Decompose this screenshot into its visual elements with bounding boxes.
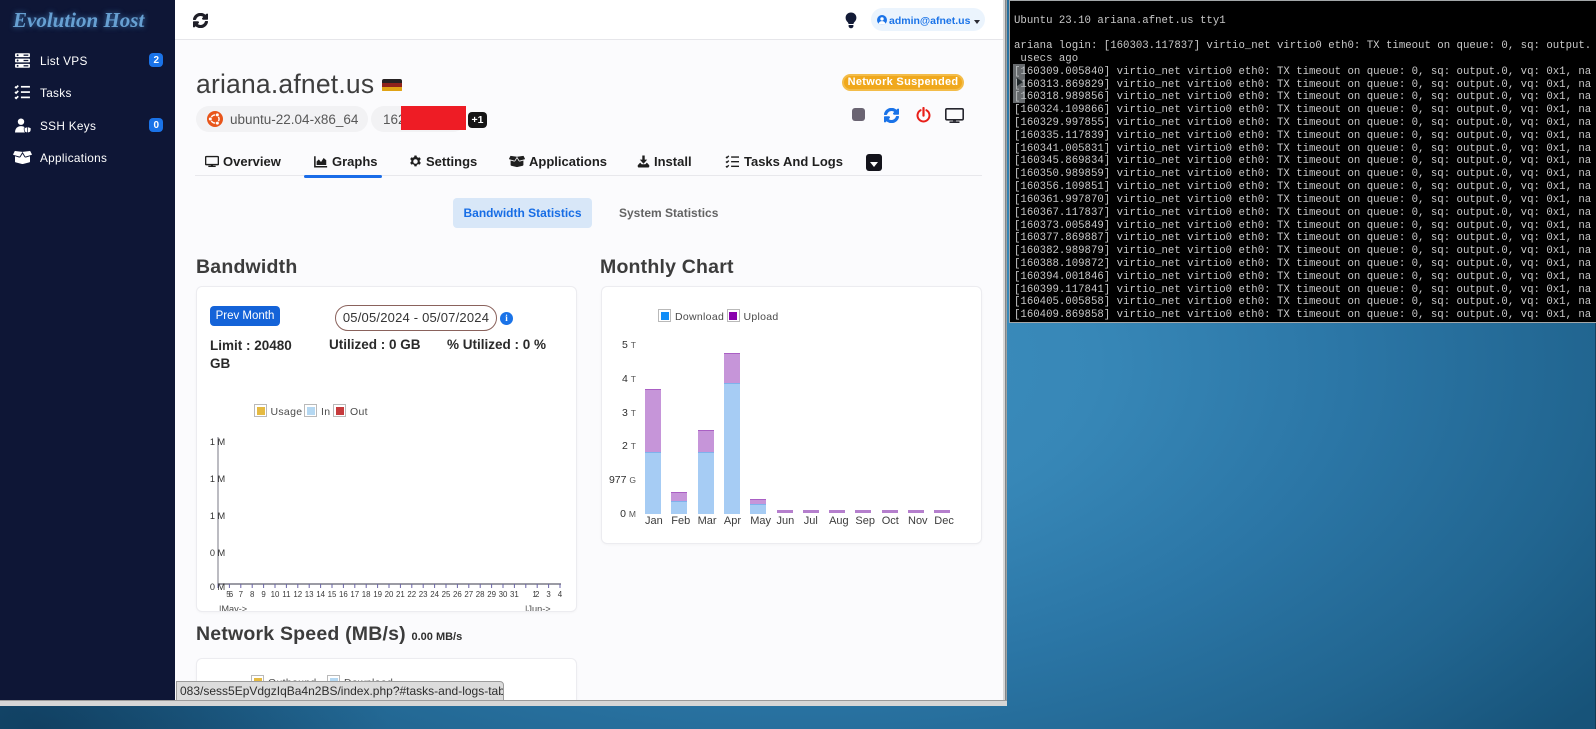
svg-text:1 M: 1 M xyxy=(210,474,225,484)
svg-text:31: 31 xyxy=(510,590,519,599)
svg-text:7: 7 xyxy=(239,590,243,599)
svg-text:14: 14 xyxy=(316,590,325,599)
svg-text:0 M: 0 M xyxy=(210,582,225,592)
svg-text:16: 16 xyxy=(339,590,348,599)
svg-text:12: 12 xyxy=(293,590,302,599)
svg-text:25: 25 xyxy=(442,590,451,599)
svg-text:1 M: 1 M xyxy=(210,437,225,447)
svg-text:10: 10 xyxy=(271,590,280,599)
svg-text:22: 22 xyxy=(407,590,416,599)
svg-text:27: 27 xyxy=(464,590,473,599)
svg-text:24: 24 xyxy=(430,590,439,599)
svg-text:23: 23 xyxy=(419,590,428,599)
svg-text:21: 21 xyxy=(396,590,405,599)
svg-text:4: 4 xyxy=(558,590,563,599)
svg-text:11: 11 xyxy=(282,590,290,599)
svg-text:5: 5 xyxy=(226,590,231,599)
svg-text:19: 19 xyxy=(373,590,382,599)
svg-text:2: 2 xyxy=(535,590,539,599)
svg-text:26: 26 xyxy=(453,590,462,599)
svg-text:28: 28 xyxy=(476,590,485,599)
svg-text:6: 6 xyxy=(229,590,234,599)
svg-text:20: 20 xyxy=(385,590,394,599)
svg-text:17: 17 xyxy=(350,590,359,599)
svg-text:1: 1 xyxy=(532,590,536,599)
svg-text:9: 9 xyxy=(261,590,266,599)
svg-text:30: 30 xyxy=(499,590,508,599)
svg-text:|Jun->: |Jun-> xyxy=(525,604,551,611)
svg-text:18: 18 xyxy=(362,590,371,599)
svg-text:29: 29 xyxy=(487,590,496,599)
svg-text:3: 3 xyxy=(546,590,551,599)
svg-text:8: 8 xyxy=(250,590,255,599)
svg-text:|May->: |May-> xyxy=(219,604,247,611)
svg-text:1 M: 1 M xyxy=(210,511,225,521)
svg-text:13: 13 xyxy=(305,590,314,599)
svg-text:15: 15 xyxy=(328,590,337,599)
svg-text:0 M: 0 M xyxy=(210,548,225,558)
